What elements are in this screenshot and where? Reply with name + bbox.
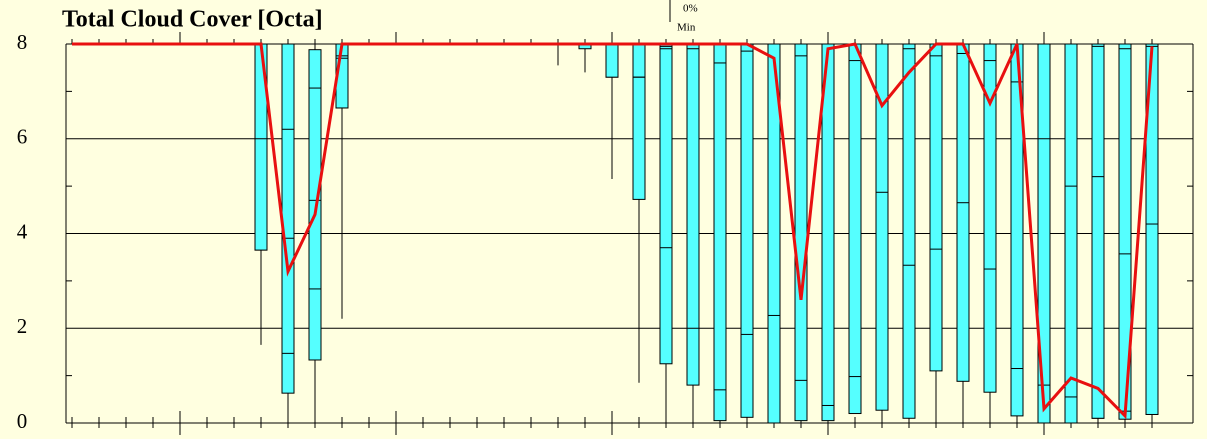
box-inner [983, 43, 997, 270]
y-tick-label: 6 [17, 125, 28, 149]
box-inner [605, 43, 619, 78]
y-tick-label: 2 [17, 314, 28, 338]
box-inner [848, 43, 862, 378]
legend-label: 0% [683, 3, 698, 15]
box-inner [659, 45, 673, 249]
box-inner [1091, 45, 1105, 419]
box-inner [902, 43, 916, 266]
box-inner [1064, 43, 1078, 398]
box-inner [875, 43, 889, 193]
box-inner [794, 43, 808, 381]
box-inner [1037, 43, 1051, 386]
box-inner [740, 43, 754, 335]
y-tick-label: 8 [17, 30, 28, 54]
y-tick-label: 4 [17, 219, 28, 243]
control-line [72, 42, 1154, 420]
chart-title: Total Cloud Cover [Octa] [62, 7, 323, 33]
box-inner [956, 43, 970, 204]
box-inner [632, 43, 646, 78]
box-inner [929, 43, 943, 250]
box-inner [686, 43, 700, 329]
box-inner [308, 87, 322, 290]
box-inner [281, 128, 295, 354]
box-inner [713, 43, 727, 391]
legend-label: Min [677, 22, 696, 34]
y-tick-label: 0 [17, 409, 28, 433]
